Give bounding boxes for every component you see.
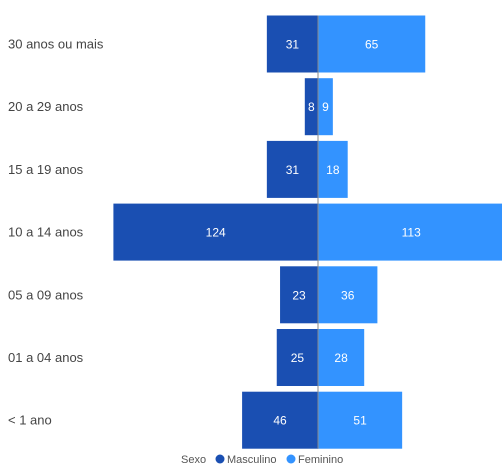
category-label: 30 anos ou mais xyxy=(8,37,104,52)
category-labels: 30 anos ou mais 20 a 29 anos 15 a 19 anos 1… xyxy=(8,37,104,428)
legend-entries: Masculino Feminino xyxy=(215,454,343,464)
bar-feminino xyxy=(318,391,403,449)
data-label-feminino: 36 xyxy=(341,288,355,302)
data-label-masculino: 25 xyxy=(291,351,305,365)
bars xyxy=(113,15,502,449)
bar-feminino xyxy=(318,15,426,73)
bar-masculino xyxy=(266,140,318,198)
data-label-feminino: 51 xyxy=(353,414,367,428)
legend-marker-feminino xyxy=(286,454,296,464)
data-label-masculino: 46 xyxy=(273,414,287,428)
data-label-masculino: 31 xyxy=(286,38,300,52)
legend-label-masculino: Masculino xyxy=(227,454,277,464)
data-labels: 31 65 8 9 31 18 124 113 23 36 25 28 46 51 xyxy=(206,38,421,428)
category-label: 15 a 19 anos xyxy=(8,162,84,177)
data-label-feminino: 18 xyxy=(326,163,340,177)
category-label: < 1 ano xyxy=(8,413,52,428)
data-label-masculino: 31 xyxy=(286,163,300,177)
data-label-masculino: 23 xyxy=(292,288,306,302)
data-label-feminino: 28 xyxy=(334,351,348,365)
legend-label-feminino: Feminino xyxy=(298,454,343,464)
bar-masculino xyxy=(276,329,318,386)
bar-feminino xyxy=(318,329,365,386)
bar-masculino xyxy=(304,78,318,136)
bar-feminino xyxy=(318,78,333,136)
category-label: 20 a 29 anos xyxy=(8,99,84,114)
data-label-masculino: 124 xyxy=(206,226,226,240)
legend-marker-masculino xyxy=(215,454,225,464)
category-label: 05 a 09 anos xyxy=(8,287,84,302)
data-label-feminino: 113 xyxy=(402,226,421,240)
bar-masculino xyxy=(280,266,318,324)
bar-masculino xyxy=(242,391,318,449)
data-label-masculino: 8 xyxy=(308,100,315,114)
data-label-feminino: 65 xyxy=(365,38,379,52)
bar-masculino xyxy=(113,203,319,261)
category-label: 01 a 04 anos xyxy=(8,350,84,365)
legend: Sexo Masculino Feminino xyxy=(181,454,343,464)
legend-title: Sexo xyxy=(181,454,206,464)
bar-feminino xyxy=(318,140,348,198)
category-label: 10 a 14 anos xyxy=(8,225,84,240)
bar-feminino xyxy=(318,203,502,261)
bar-masculino xyxy=(266,15,318,73)
data-label-feminino: 9 xyxy=(322,100,329,114)
bar-feminino xyxy=(318,266,378,324)
